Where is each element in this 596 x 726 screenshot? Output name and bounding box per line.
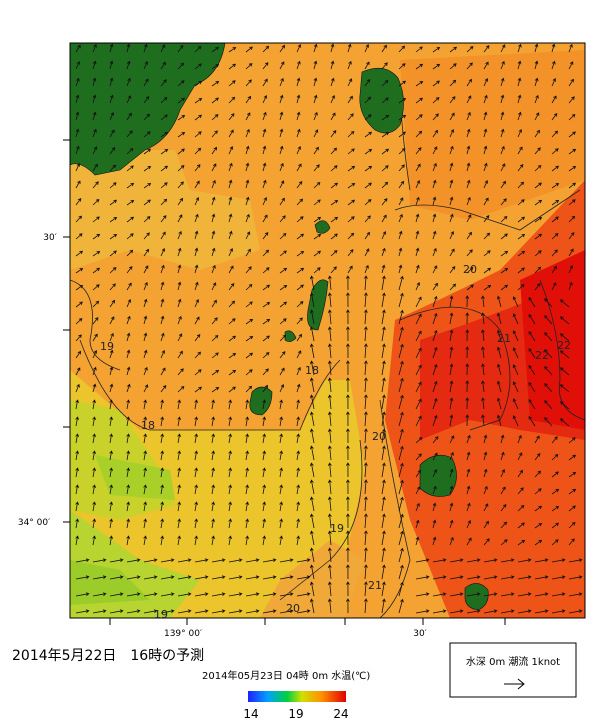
contour-label: 20 bbox=[372, 430, 386, 443]
lon-label: 30′ bbox=[413, 629, 427, 639]
contour-label: 19 bbox=[154, 608, 168, 621]
colorbar-label: 24 bbox=[333, 707, 348, 721]
contour-label: 20 bbox=[463, 263, 477, 276]
lat-label: 30′ bbox=[43, 233, 57, 243]
colorbar-label: 14 bbox=[243, 707, 258, 721]
legend-box bbox=[449, 642, 577, 698]
subtitle: 2014年05月23日 04時 0m 水温(℃) bbox=[202, 669, 370, 682]
colorbar-label: 19 bbox=[288, 707, 303, 721]
contour-label: 18 bbox=[141, 419, 155, 432]
legend-arrow bbox=[504, 678, 525, 690]
contour-label: 19 bbox=[100, 340, 114, 353]
colorbar bbox=[248, 691, 346, 702]
title: 2014年5月22日 16時の予測 bbox=[12, 648, 204, 664]
contour-label: 21 bbox=[497, 332, 511, 345]
ticks bbox=[63, 139, 506, 625]
contour-label: 20 bbox=[286, 602, 300, 615]
contour-label: 19 bbox=[330, 522, 344, 535]
lat-label: 34° 00′ bbox=[18, 518, 50, 528]
contour-label: 22 bbox=[535, 349, 549, 362]
contour-label: 22 bbox=[557, 339, 571, 352]
map bbox=[70, 43, 585, 618]
current-arrows bbox=[75, 43, 583, 614]
legend-text: 水深 0m 潮流 1knot bbox=[466, 655, 560, 668]
lon-label: 139° 00′ bbox=[164, 629, 202, 639]
contour-label: 21 bbox=[368, 579, 382, 592]
contour-label: 18 bbox=[305, 364, 319, 377]
